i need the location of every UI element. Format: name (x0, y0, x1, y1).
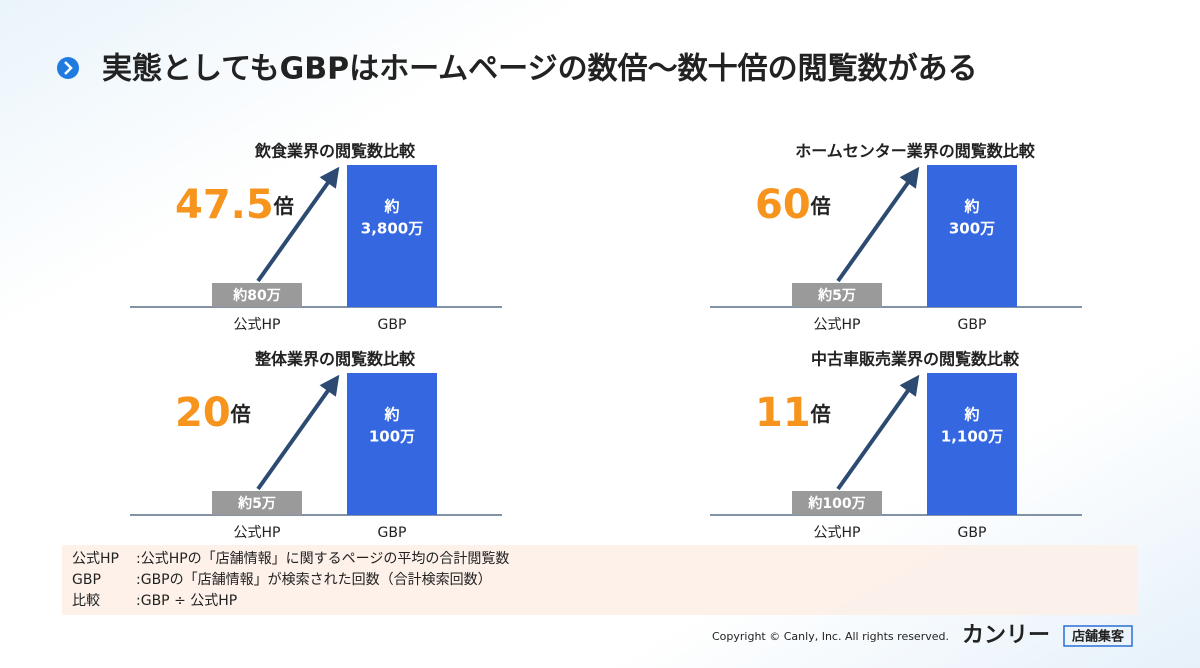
note-term: 公式HP (72, 551, 119, 567)
gbp-bar (927, 165, 1017, 307)
ratio-unit: 倍 (810, 402, 831, 426)
panel-title: 中古車販売業界の閲覧数比較 (811, 350, 1020, 369)
notes-box (62, 545, 1138, 615)
gbp-label: 約 (963, 406, 979, 424)
hp-bar (212, 491, 302, 515)
gbp-label: 約 (383, 406, 399, 424)
title-icon-chevron (64, 61, 73, 75)
note-desc: :公式HPの「店舗情報」に関するページの平均の合計閲覧数 (136, 551, 509, 567)
category-label: 公式HP (234, 525, 281, 541)
gbp-bar (347, 373, 437, 515)
hp-label: 約80万 (232, 287, 280, 304)
gbp-label: 約 (963, 198, 979, 216)
panel-title: 整体業界の閲覧数比較 (254, 350, 416, 369)
note-term: 比較 (72, 593, 100, 609)
note-desc: :GBP ÷ 公式HP (136, 593, 237, 609)
hp-label: 約5万 (817, 287, 856, 304)
logo-tag: 店舗集客 (1072, 629, 1124, 645)
ratio-unit: 倍 (810, 194, 831, 218)
gbp-label: 約 (383, 198, 399, 216)
category-label: GBP (958, 525, 987, 541)
category-label: 公式HP (234, 317, 281, 333)
gbp-bar (927, 373, 1017, 515)
panel-title: ホームセンター業界の閲覧数比較 (795, 142, 1036, 161)
arrow (256, 166, 340, 283)
slide-title: 実態としてもGBPはホームページの数倍〜数十倍の閲覧数がある (102, 52, 978, 87)
category-label: GBP (378, 317, 407, 333)
category-label: 公式HP (814, 525, 861, 541)
gbp-label: 100万 (369, 428, 415, 446)
category-label: GBP (378, 525, 407, 541)
ratio: 47.5倍 (175, 182, 294, 228)
arrow (256, 374, 340, 491)
ratio-value: 60 (755, 182, 811, 228)
ratio: 20倍 (175, 390, 251, 436)
hp-bar (792, 283, 882, 307)
category-label: GBP (958, 317, 987, 333)
logo-tag-box (1063, 625, 1133, 647)
ratio-unit: 倍 (273, 194, 294, 218)
arrow (836, 374, 920, 491)
hp-label: 約100万 (807, 495, 865, 512)
gbp-label: 1,100万 (941, 428, 1003, 446)
gbp-bar (347, 165, 437, 307)
hp-label: 約5万 (237, 495, 276, 512)
category-label: 公式HP (814, 317, 861, 333)
note-term: GBP (72, 572, 101, 588)
panel-title: 飲食業界の閲覧数比較 (254, 142, 416, 161)
gbp-label: 300万 (949, 220, 995, 238)
ratio: 11倍 (755, 390, 831, 436)
gbp-label: 3,800万 (361, 220, 423, 238)
ratio-value: 20 (175, 390, 231, 436)
note-desc: :GBPの「店舗情報」が検索された回数（合計検索回数） (136, 571, 492, 588)
ratio-unit: 倍 (230, 402, 251, 426)
logo-brand: カンリー (962, 623, 1050, 648)
ratio-value: 11 (755, 390, 811, 436)
ratio: 60倍 (755, 182, 831, 228)
arrow (836, 166, 920, 283)
ratio-value: 47.5 (175, 182, 274, 228)
hp-bar (792, 491, 882, 515)
title-icon (57, 57, 79, 79)
hp-bar (212, 283, 302, 307)
copyright: Copyright © Canly, Inc. All rights reser… (712, 630, 949, 643)
